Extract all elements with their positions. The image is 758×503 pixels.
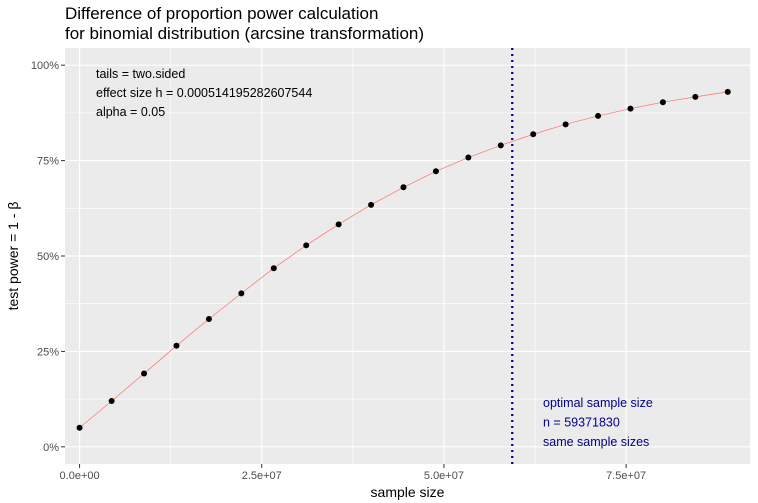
data-point [627, 105, 634, 112]
data-point [497, 142, 504, 149]
x-tick-label: 5.0e+07 [424, 470, 464, 482]
optimal-sample-size-annotation: n = 59371830 [543, 416, 620, 430]
data-point [238, 290, 245, 297]
data-point [173, 342, 180, 349]
chart-title-line1: Difference of proportion power calculati… [65, 4, 379, 23]
data-point [76, 424, 83, 431]
y-tick-label: 75% [37, 156, 59, 168]
y-tick-label: 100% [31, 60, 59, 72]
y-axis-title: test power = 1 - β [5, 202, 21, 311]
data-point [108, 398, 115, 405]
data-point [595, 112, 602, 119]
x-axis-title: sample size [371, 484, 445, 500]
y-tick-label: 25% [37, 346, 59, 358]
parameter-annotation: tails = two.sided [96, 67, 185, 81]
data-point [724, 88, 731, 95]
parameter-annotation: alpha = 0.05 [96, 105, 165, 119]
data-point [659, 99, 666, 106]
data-point [432, 168, 439, 175]
data-point [335, 221, 342, 228]
data-point [530, 131, 537, 138]
data-point [205, 315, 212, 322]
chart-title-line2: for binomial distribution (arcsine trans… [65, 24, 425, 43]
data-point [368, 201, 375, 208]
x-tick-label: 7.5e+07 [606, 470, 646, 482]
y-tick-label: 0% [43, 442, 59, 454]
y-tick-label: 50% [37, 251, 59, 263]
optimal-sample-size-annotation: same sample sizes [543, 435, 649, 449]
chart-title: Difference of proportion power calculati… [65, 4, 424, 44]
x-tick-label: 2.5e+07 [242, 470, 282, 482]
data-point [303, 242, 310, 249]
optimal-sample-size-annotation: optimal sample size [543, 396, 653, 410]
data-point [141, 370, 148, 377]
x-tick-label: 0.0e+00 [60, 470, 100, 482]
data-point [692, 93, 699, 100]
data-point [562, 121, 569, 128]
data-point [400, 184, 407, 191]
data-point [270, 265, 277, 272]
data-point [465, 154, 472, 161]
parameter-annotation: effect size h = 0.000514195282607544 [96, 86, 312, 100]
